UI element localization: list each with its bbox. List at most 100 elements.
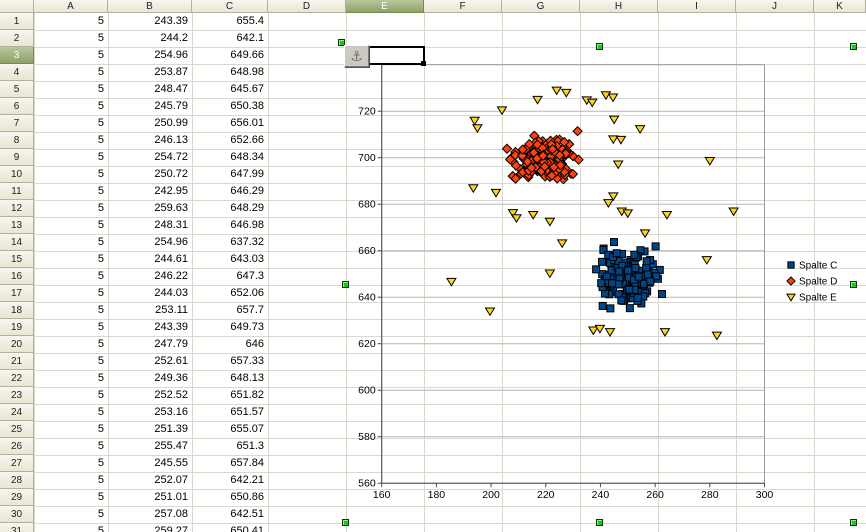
cell-C12[interactable]: 648.29 bbox=[230, 202, 264, 214]
cell-B18[interactable]: 253.11 bbox=[155, 304, 188, 316]
cell-B1[interactable]: 243.39 bbox=[154, 15, 188, 27]
row-header-25[interactable]: 25 bbox=[0, 421, 34, 438]
cell-A25[interactable]: 5 bbox=[97, 423, 104, 435]
cell-A26[interactable]: 5 bbox=[97, 440, 104, 452]
cell-C19[interactable]: 649.73 bbox=[230, 321, 264, 333]
cell-A31[interactable]: 5 bbox=[97, 525, 104, 532]
cell-A21[interactable]: 5 bbox=[97, 355, 104, 367]
cell-B17[interactable]: 244.03 bbox=[154, 287, 188, 299]
row-header-16[interactable]: 16 bbox=[0, 268, 34, 285]
cell-B9[interactable]: 254.72 bbox=[154, 151, 188, 163]
cell-C16[interactable]: 647.3 bbox=[236, 270, 264, 282]
cell-C29[interactable]: 650.86 bbox=[230, 491, 264, 503]
cell-B20[interactable]: 247.79 bbox=[154, 338, 188, 350]
row-header-23[interactable]: 23 bbox=[0, 387, 34, 404]
row-header-24[interactable]: 24 bbox=[0, 404, 34, 421]
row-header-2[interactable]: 2 bbox=[0, 30, 34, 47]
cell-C28[interactable]: 642.21 bbox=[230, 474, 264, 486]
cell-C13[interactable]: 646.98 bbox=[230, 219, 264, 231]
cell-A29[interactable]: 5 bbox=[97, 491, 104, 503]
cell-C4[interactable]: 648.98 bbox=[230, 66, 264, 78]
cell-C14[interactable]: 637.32 bbox=[230, 236, 264, 248]
cell-C25[interactable]: 655.07 bbox=[230, 423, 264, 435]
cell-A18[interactable]: 5 bbox=[97, 304, 104, 316]
cell-C9[interactable]: 648.34 bbox=[230, 151, 264, 163]
column-header-D[interactable]: D bbox=[268, 0, 346, 13]
cell-A15[interactable]: 5 bbox=[97, 253, 104, 265]
cell-C21[interactable]: 657.33 bbox=[230, 355, 264, 367]
cell-A11[interactable]: 5 bbox=[97, 185, 104, 197]
cell-C11[interactable]: 646.29 bbox=[230, 185, 264, 197]
row-header-17[interactable]: 17 bbox=[0, 285, 34, 302]
cell-C7[interactable]: 656.01 bbox=[230, 117, 264, 129]
cell-A4[interactable]: 5 bbox=[97, 66, 104, 78]
cell-C3[interactable]: 649.66 bbox=[230, 49, 264, 61]
cell-B16[interactable]: 246.22 bbox=[154, 270, 188, 282]
cell-B5[interactable]: 248.47 bbox=[154, 83, 188, 95]
row-header-22[interactable]: 22 bbox=[0, 370, 34, 387]
row-header-7[interactable]: 7 bbox=[0, 115, 34, 132]
row-header-20[interactable]: 20 bbox=[0, 336, 34, 353]
cell-A14[interactable]: 5 bbox=[97, 236, 104, 248]
cell-B11[interactable]: 242.95 bbox=[154, 185, 188, 197]
cell-C30[interactable]: 642.51 bbox=[230, 508, 264, 520]
cell-C18[interactable]: 657.7 bbox=[236, 304, 264, 316]
cell-A27[interactable]: 5 bbox=[97, 457, 104, 469]
cell-A20[interactable]: 5 bbox=[97, 338, 104, 350]
cell-C22[interactable]: 648.13 bbox=[230, 372, 264, 384]
cell-B23[interactable]: 252.52 bbox=[154, 389, 188, 401]
column-header-F[interactable]: F bbox=[424, 0, 502, 13]
cell-B4[interactable]: 253.87 bbox=[154, 66, 188, 78]
cell-B24[interactable]: 253.16 bbox=[154, 406, 188, 418]
row-header-29[interactable]: 29 bbox=[0, 489, 34, 506]
cell-A3[interactable]: 5 bbox=[97, 49, 104, 61]
cell-B29[interactable]: 251.01 bbox=[154, 491, 188, 503]
cell-B12[interactable]: 259.63 bbox=[154, 202, 188, 214]
column-header-J[interactable]: J bbox=[736, 0, 814, 13]
cell-A19[interactable]: 5 bbox=[97, 321, 104, 333]
row-header-8[interactable]: 8 bbox=[0, 132, 34, 149]
cell-C17[interactable]: 652.06 bbox=[230, 287, 264, 299]
cell-A7[interactable]: 5 bbox=[97, 117, 104, 129]
row-header-26[interactable]: 26 bbox=[0, 438, 34, 455]
cell-C6[interactable]: 650.38 bbox=[230, 100, 264, 112]
cell-B10[interactable]: 250.72 bbox=[154, 168, 188, 180]
cell-B15[interactable]: 244.61 bbox=[154, 253, 188, 265]
row-header-18[interactable]: 18 bbox=[0, 302, 34, 319]
selection-handle-4[interactable] bbox=[850, 281, 857, 288]
row-header-11[interactable]: 11 bbox=[0, 183, 34, 200]
cell-A12[interactable]: 5 bbox=[97, 202, 104, 214]
row-header-31[interactable]: 31 bbox=[0, 523, 34, 532]
cell-B25[interactable]: 251.39 bbox=[154, 423, 188, 435]
row-header-12[interactable]: 12 bbox=[0, 200, 34, 217]
select-all-corner[interactable] bbox=[0, 0, 34, 13]
row-header-15[interactable]: 15 bbox=[0, 251, 34, 268]
cell-C5[interactable]: 645.67 bbox=[230, 83, 264, 95]
cell-B8[interactable]: 246.13 bbox=[154, 134, 188, 146]
cell-C8[interactable]: 652.66 bbox=[230, 134, 264, 146]
cell-C23[interactable]: 651.82 bbox=[230, 389, 264, 401]
cell-C1[interactable]: 655.4 bbox=[236, 15, 264, 27]
cell-C26[interactable]: 651.3 bbox=[236, 440, 264, 452]
cell-B30[interactable]: 257.08 bbox=[154, 508, 188, 520]
selection-handle-1[interactable] bbox=[596, 43, 603, 50]
column-header-C[interactable]: C bbox=[192, 0, 268, 13]
cell-B27[interactable]: 245.55 bbox=[154, 457, 188, 469]
cell-B14[interactable]: 254.96 bbox=[154, 236, 188, 248]
cell-A8[interactable]: 5 bbox=[97, 134, 104, 146]
cell-C31[interactable]: 650.41 bbox=[230, 525, 264, 532]
cell-B7[interactable]: 250.99 bbox=[154, 117, 188, 129]
cell-C20[interactable]: 646 bbox=[245, 338, 264, 350]
row-header-9[interactable]: 9 bbox=[0, 149, 34, 166]
cell-C24[interactable]: 651.57 bbox=[230, 406, 264, 418]
cell-B3[interactable]: 254.96 bbox=[154, 49, 188, 61]
cell-A23[interactable]: 5 bbox=[97, 389, 104, 401]
cell-A30[interactable]: 5 bbox=[97, 508, 104, 520]
cell-B13[interactable]: 248.31 bbox=[154, 219, 188, 231]
cell-A5[interactable]: 5 bbox=[97, 83, 104, 95]
cell-A10[interactable]: 5 bbox=[97, 168, 104, 180]
selection-handle-6[interactable] bbox=[596, 519, 603, 526]
cell-A17[interactable]: 5 bbox=[97, 287, 104, 299]
cell-A28[interactable]: 5 bbox=[97, 474, 104, 486]
cell-A16[interactable]: 5 bbox=[97, 270, 104, 282]
